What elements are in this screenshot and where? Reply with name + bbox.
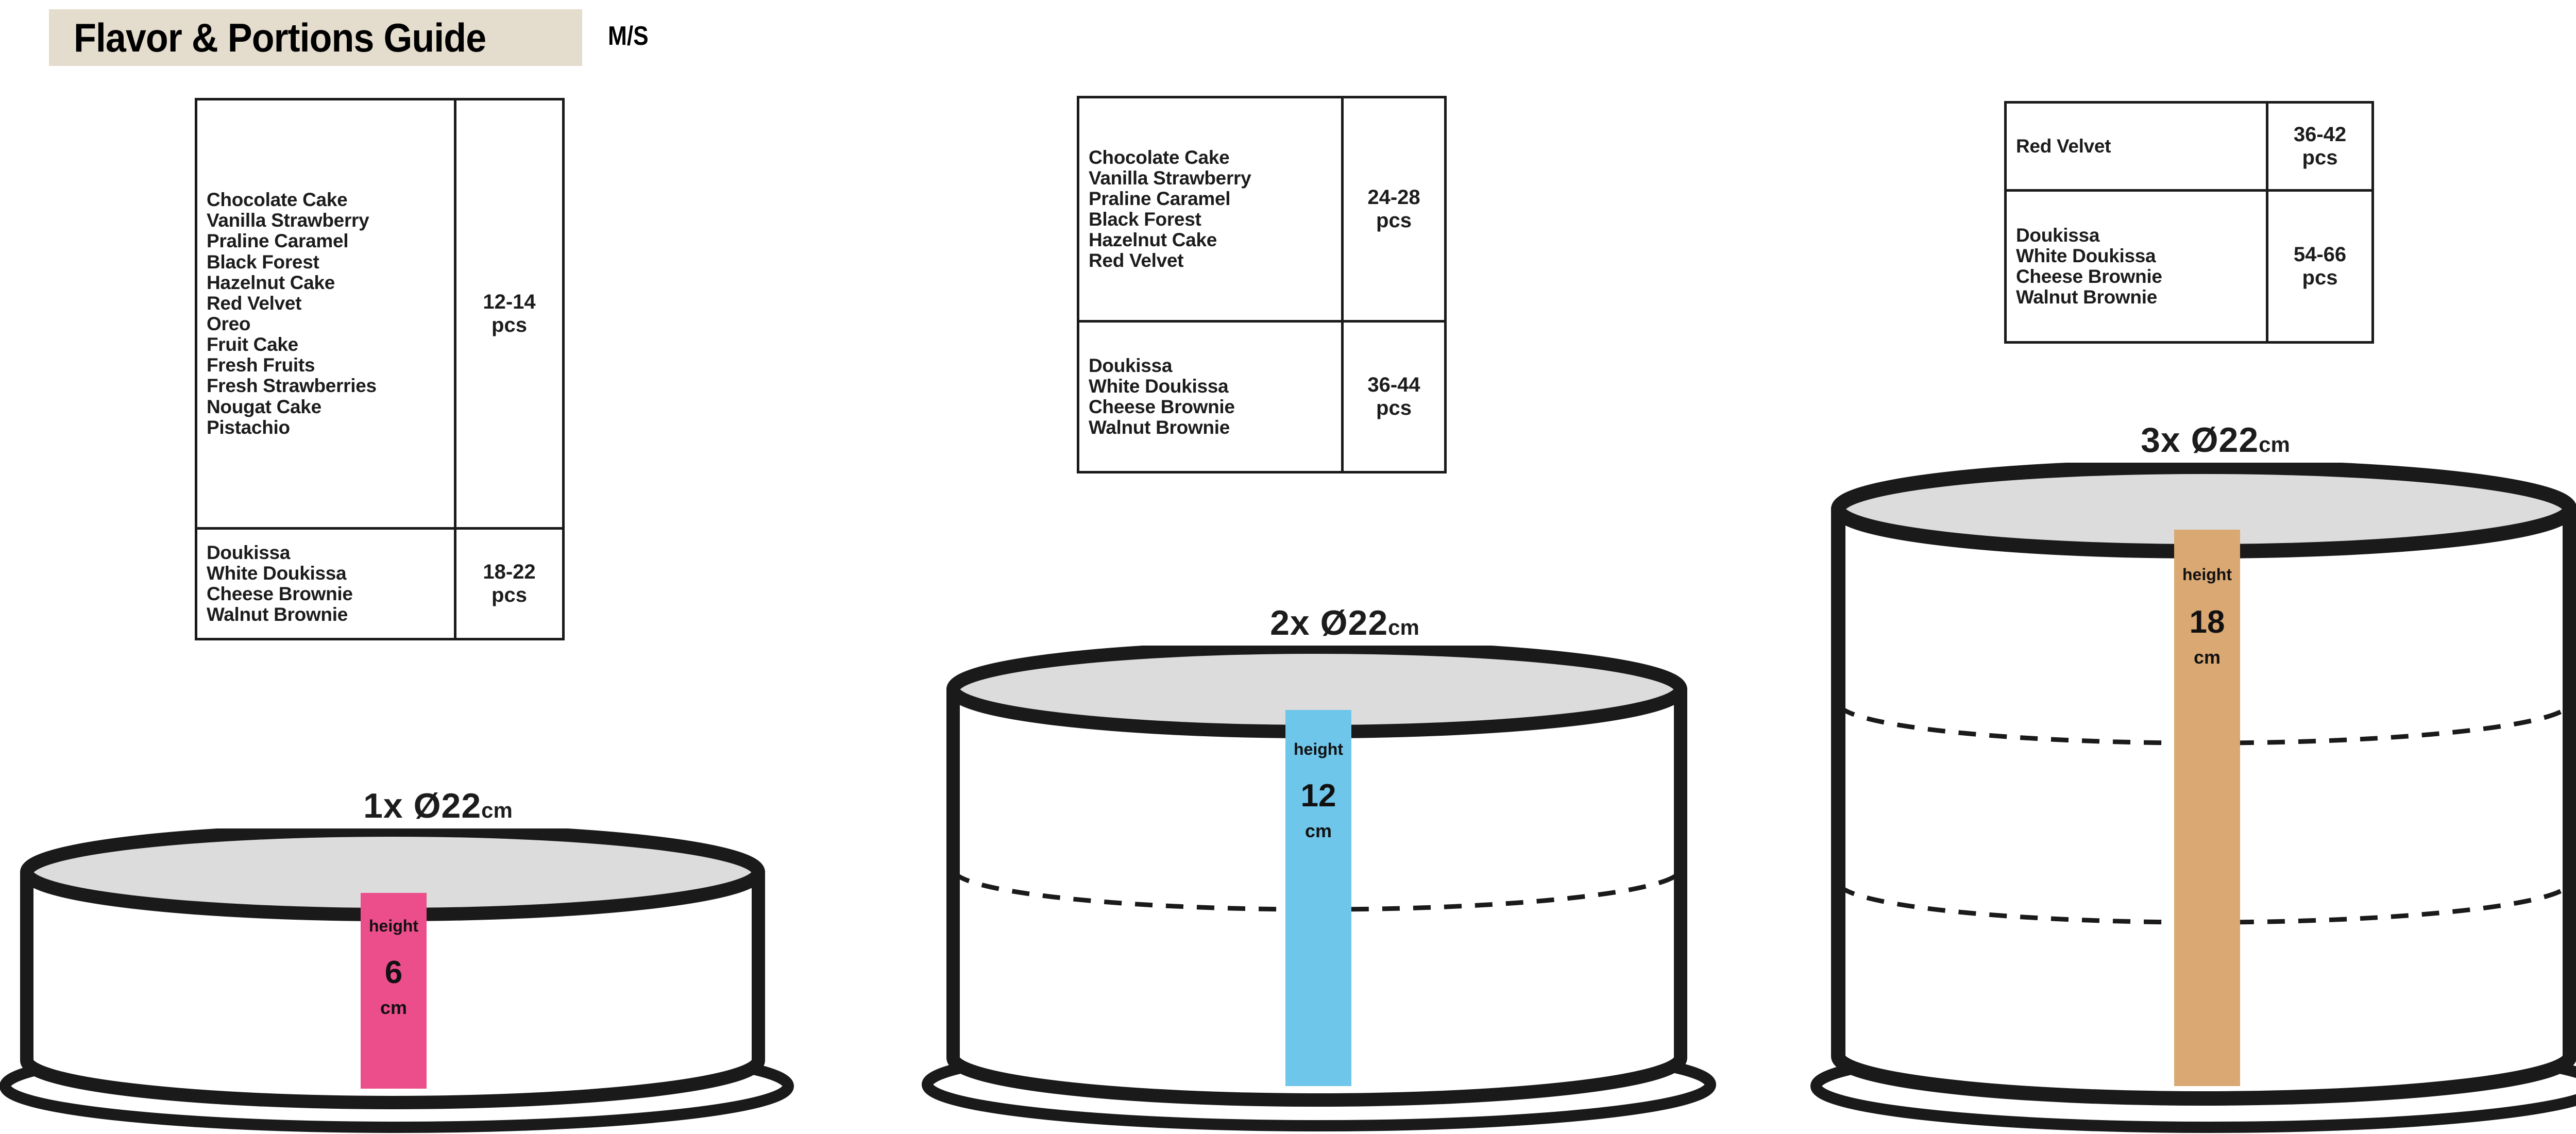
cake-size-unit-2x: cm xyxy=(1388,615,1419,639)
list-item: White Doukissa xyxy=(2016,245,2156,266)
flavor-cell: Doukissa White Doukissa Cheese Brownie W… xyxy=(197,530,454,638)
list-item: Praline Caramel xyxy=(207,230,349,252)
list-item: Doukissa xyxy=(1089,354,1173,376)
height-bar-unit-3x: cm xyxy=(2194,647,2221,668)
list-item: Hazelnut Cake xyxy=(207,272,335,293)
height-bar-label-2x: height xyxy=(1294,740,1343,758)
list-item: Red Velvet xyxy=(1089,250,1184,272)
flavor-cell: Chocolate Cake Vanilla Strawberry Pralin… xyxy=(197,100,454,527)
table-row: Chocolate Cake Vanilla Strawberry Pralin… xyxy=(197,100,562,527)
list-item: White Doukissa xyxy=(207,562,347,584)
table-row: Doukissa White Doukissa Cheese Brownie W… xyxy=(197,527,562,638)
page-title: Flavor & Portions Guide xyxy=(74,14,486,60)
quantity-unit: pcs xyxy=(2302,266,2338,289)
list-item: Chocolate Cake xyxy=(207,189,348,211)
cake-size-main-2x: 2x Ø22 xyxy=(1270,603,1388,642)
height-bar-unit-1x: cm xyxy=(380,997,407,1018)
quantity-range: 36-42 xyxy=(2293,123,2347,146)
quantity-range: 18-22 xyxy=(483,561,536,584)
quantity-cell: 24-28 pcs xyxy=(1341,98,1444,320)
quantity-range: 54-66 xyxy=(2293,243,2347,266)
portion-table-3: Red Velvet 36-42 pcs Doukissa White Douk… xyxy=(2004,101,2374,344)
quantity-unit: pcs xyxy=(492,314,527,336)
flavor-cell: Doukissa White Doukissa Cheese Brownie W… xyxy=(2007,192,2266,341)
quantity-cell: 18-22 pcs xyxy=(454,530,562,638)
list-item: Nougat Cake xyxy=(207,396,321,417)
list-item: Pistachio xyxy=(207,416,290,438)
height-bar-2x xyxy=(1285,710,1351,1086)
quantity-unit: pcs xyxy=(1376,397,1412,419)
height-bar-3x xyxy=(2174,530,2240,1086)
portion-table-2: Chocolate Cake Vanilla Strawberry Pralin… xyxy=(1077,96,1447,473)
list-item: Cheese Brownie xyxy=(1089,396,1235,417)
list-item: Walnut Brownie xyxy=(1089,417,1230,438)
height-bar-value-2x: 12 xyxy=(1301,778,1336,814)
height-bar-value-3x: 18 xyxy=(2190,604,2225,640)
size-code-badge: M/S xyxy=(608,21,649,51)
list-item: Chocolate Cake xyxy=(1089,146,1230,168)
list-item: Fresh Strawberries xyxy=(207,375,377,397)
layer-divider-line-3x-2 xyxy=(1837,884,2571,925)
flavor-cell: Doukissa White Doukissa Cheese Brownie W… xyxy=(1079,323,1341,471)
height-bar-unit-2x: cm xyxy=(1305,820,1332,841)
flavor-cell: Red Velvet xyxy=(2007,104,2266,189)
height-bar-label-3x: height xyxy=(2182,565,2232,584)
height-bar-label-1x: height xyxy=(369,917,418,935)
table-row: Doukissa White Doukissa Cheese Brownie W… xyxy=(1079,320,1444,471)
height-bar-value-1x: 6 xyxy=(385,955,402,990)
title-banner: Flavor & Portions Guide xyxy=(49,9,582,66)
table-row: Chocolate Cake Vanilla Strawberry Pralin… xyxy=(1079,98,1444,320)
cake-size-caption-2x: 2x Ø22cm xyxy=(907,605,1783,640)
quantity-unit: pcs xyxy=(1376,209,1412,232)
cake-diagram-1x: 1x Ø22cm height 6 cm xyxy=(0,788,876,1134)
list-item: Fresh Fruits xyxy=(207,354,315,376)
cake-size-caption-3x: 3x Ø22cm xyxy=(1777,422,2576,458)
list-item: Red Velvet xyxy=(2016,135,2111,157)
list-item: Oreo xyxy=(207,313,251,334)
list-item: Cheese Brownie xyxy=(2016,266,2162,287)
quantity-unit: pcs xyxy=(492,584,527,606)
list-item: Black Forest xyxy=(1089,209,1201,230)
list-item: Praline Caramel xyxy=(1089,188,1231,209)
flavor-cell: Chocolate Cake Vanilla Strawberry Pralin… xyxy=(1079,98,1341,320)
list-item: Vanilla Strawberry xyxy=(1089,167,1251,189)
cake-illustration-3x: height 18 cm xyxy=(1810,463,2576,1133)
quantity-range: 36-44 xyxy=(1367,374,1420,397)
list-item: Black Forest xyxy=(207,251,319,273)
quantity-cell: 36-42 pcs xyxy=(2266,104,2371,189)
height-bar-1x xyxy=(361,893,427,1089)
quantity-cell: 12-14 pcs xyxy=(454,100,562,527)
list-item: Red Velvet xyxy=(207,292,302,314)
table-row: Doukissa White Doukissa Cheese Brownie W… xyxy=(2007,189,2371,341)
list-item: Walnut Brownie xyxy=(207,604,348,625)
table-row: Red Velvet 36-42 pcs xyxy=(2007,104,2371,189)
list-item: Walnut Brownie xyxy=(2016,286,2157,308)
cake-size-unit-3x: cm xyxy=(2259,432,2290,456)
quantity-range: 12-14 xyxy=(483,291,536,314)
list-item: Vanilla Strawberry xyxy=(207,210,369,231)
cake-illustration-1x: height 6 cm xyxy=(0,828,794,1133)
layer-divider-line-3x-1 xyxy=(1837,704,2571,746)
cake-size-main-1x: 1x Ø22 xyxy=(363,786,482,825)
quantity-cell: 36-44 pcs xyxy=(1341,323,1444,471)
quantity-range: 24-28 xyxy=(1367,186,1420,209)
quantity-cell: 54-66 pcs xyxy=(2266,192,2371,341)
list-item: Doukissa xyxy=(207,541,291,563)
quantity-unit: pcs xyxy=(2302,146,2338,169)
cake-size-main-3x: 3x Ø22 xyxy=(2141,420,2259,460)
list-item: White Doukissa xyxy=(1089,375,1229,397)
cake-diagram-2x: 2x Ø22cm height 12 cm xyxy=(907,605,1783,1134)
list-item: Fruit Cake xyxy=(207,334,298,356)
list-item: Cheese Brownie xyxy=(207,583,353,604)
cake-illustration-2x: height 12 cm xyxy=(922,646,1716,1131)
cake-size-caption-1x: 1x Ø22cm xyxy=(0,788,876,823)
cake-size-unit-1x: cm xyxy=(481,798,513,822)
list-item: Hazelnut Cake xyxy=(1089,229,1217,251)
cake-diagram-3x: 3x Ø22cm height 18 cm xyxy=(1777,422,2576,1134)
portion-table-1: Chocolate Cake Vanilla Strawberry Pralin… xyxy=(195,98,565,640)
list-item: Doukissa xyxy=(2016,224,2100,246)
